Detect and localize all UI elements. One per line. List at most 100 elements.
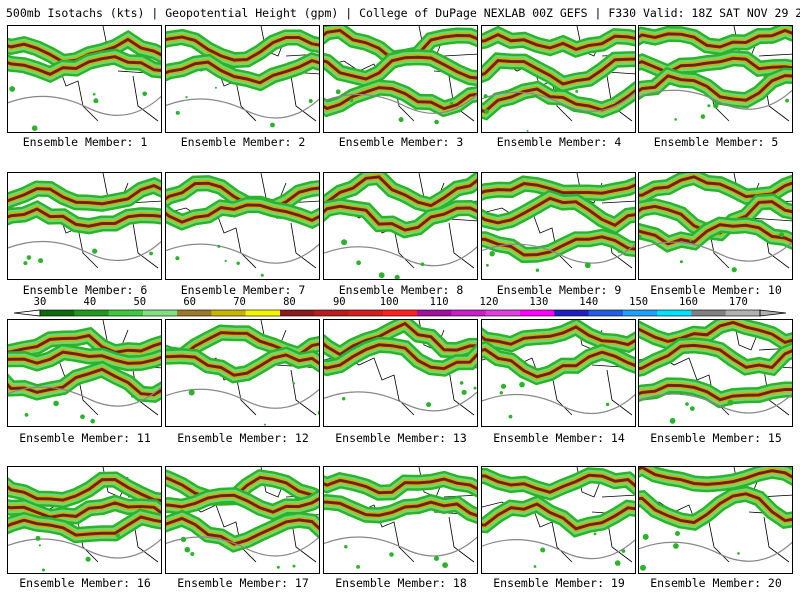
ensemble-member-map <box>481 466 636 574</box>
isotach-map <box>324 467 477 569</box>
colorbar-swatch <box>348 310 384 316</box>
height-contour <box>8 538 161 559</box>
colorbar-swatch <box>142 310 178 316</box>
ensemble-member-label: Ensemble Member: 13 <box>335 431 467 445</box>
colorbar-right-arrow <box>759 309 787 317</box>
colorbar-swatch <box>588 310 624 316</box>
height-contour <box>639 241 792 262</box>
colorbar-swatch <box>74 310 110 316</box>
isotach-map <box>166 26 319 128</box>
colorbar-swatch <box>108 310 144 316</box>
coastline <box>639 320 792 416</box>
colorbar-swatch <box>245 310 281 316</box>
ensemble-member-map <box>7 466 162 574</box>
colorbar-tick-label: 70 <box>233 296 246 308</box>
colorbar-tick-label: 140 <box>579 296 599 308</box>
coastline <box>482 467 635 563</box>
ensemble-member-label: Ensemble Member: 16 <box>19 576 151 590</box>
height-contour <box>639 541 792 562</box>
colorbar-swatch <box>725 310 761 316</box>
colorbar-tick-label: 110 <box>429 296 449 308</box>
colorbar-tick-label: 30 <box>33 296 47 308</box>
height-contour <box>8 95 161 116</box>
isotach-map <box>324 26 477 125</box>
colorbar-tick-label: 80 <box>283 296 296 308</box>
height-contour <box>166 98 319 119</box>
colorbar-swatch <box>177 310 212 316</box>
ensemble-member-map <box>481 25 636 133</box>
isotach-map <box>166 467 319 569</box>
colorbar-tick-label: 170 <box>728 296 748 308</box>
height-contour <box>482 393 635 415</box>
colorbar-swatch <box>451 310 487 316</box>
ensemble-member-map <box>638 25 793 133</box>
isotach-map <box>8 26 161 131</box>
ensemble-member-map <box>165 172 320 280</box>
ensemble-member-map <box>481 319 636 427</box>
ensemble-member-label: Ensemble Member: 1 <box>22 135 148 149</box>
isotach-map <box>166 320 319 426</box>
colorbar-tick-label: 160 <box>679 296 698 308</box>
ensemble-member-label: Ensemble Member: 5 <box>653 135 779 149</box>
ensemble-member-label: Ensemble Member: 8 <box>338 283 464 297</box>
colorbar-tick-label: 40 <box>83 296 97 308</box>
ensemble-member-map <box>323 319 478 427</box>
colorbar-tick-label: 50 <box>133 296 147 308</box>
height-contour <box>166 243 319 264</box>
colorbar-tick-label: 120 <box>479 296 499 308</box>
colorbar-swatch <box>657 310 692 316</box>
isotach-map <box>8 467 161 572</box>
isotach-map <box>482 320 635 419</box>
ensemble-member-map <box>165 25 320 133</box>
ensemble-member-label: Ensemble Member: 20 <box>650 576 782 590</box>
ensemble-member-map <box>165 466 320 574</box>
height-contour <box>8 240 161 262</box>
colorbar-swatch <box>622 310 658 316</box>
ensemble-member-label: Ensemble Member: 14 <box>493 431 625 445</box>
ensemble-member-label: Ensemble Member: 15 <box>650 431 782 445</box>
height-contour <box>324 93 477 114</box>
ensemble-member-label: Ensemble Member: 6 <box>22 283 148 297</box>
height-contour <box>324 391 477 412</box>
isotach-map <box>639 467 792 571</box>
isotach-map <box>482 26 635 132</box>
ensemble-member-label: Ensemble Member: 9 <box>496 283 622 297</box>
colorbar-swatch <box>417 310 452 316</box>
map-title: 500mb Isotachs (kts) | Geopotential Heig… <box>6 6 800 20</box>
colorbar-swatch <box>691 310 727 316</box>
isotach-colorbar <box>13 309 787 317</box>
ensemble-member-map <box>7 25 162 133</box>
height-contour <box>324 246 477 267</box>
colorbar-swatch <box>520 310 555 316</box>
ensemble-member-label: Ensemble Member: 19 <box>493 576 625 590</box>
isotach-map <box>8 173 161 269</box>
isotach-map <box>482 467 635 568</box>
height-contour <box>482 91 635 112</box>
height-contour <box>8 386 161 407</box>
isotach-map <box>166 173 319 277</box>
isotach-map <box>639 26 792 122</box>
ensemble-member-label: Ensemble Member: 17 <box>177 576 309 590</box>
ensemble-member-map <box>7 319 162 427</box>
height-contour <box>639 393 792 414</box>
ensemble-member-map <box>638 466 793 574</box>
ensemble-member-map <box>323 466 478 574</box>
colorbar-tick-label: 100 <box>379 296 399 308</box>
ensemble-member-map <box>481 172 636 280</box>
ensemble-member-label: Ensemble Member: 2 <box>180 135 306 149</box>
colorbar-swatch <box>314 310 350 316</box>
isotach-map <box>8 320 161 424</box>
height-contour <box>639 89 792 110</box>
height-contour <box>166 536 319 557</box>
height-contour <box>166 388 319 409</box>
isotach-map <box>324 173 477 279</box>
ensemble-member-map <box>638 319 793 427</box>
colorbar-swatch <box>485 310 521 316</box>
colorbar-swatch <box>211 310 247 316</box>
ensemble-member-label: Ensemble Member: 7 <box>180 283 306 297</box>
ensemble-member-label: Ensemble Member: 10 <box>650 283 782 297</box>
colorbar-tick-label: 60 <box>183 296 196 308</box>
colorbar-swatch <box>280 310 315 316</box>
isotach-map <box>482 173 635 272</box>
ensemble-member-label: Ensemble Member: 12 <box>177 431 309 445</box>
